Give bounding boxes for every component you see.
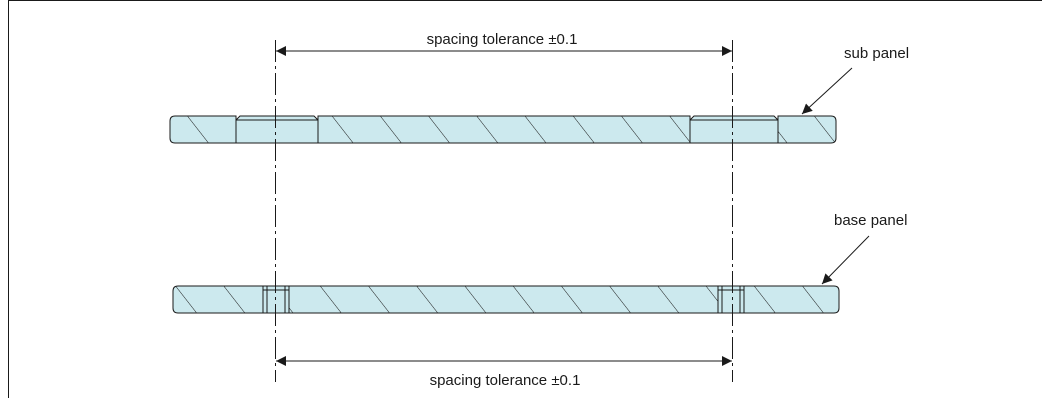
- sub-panel-leader: [801, 67, 853, 115]
- base-panel-label: base panel: [834, 212, 907, 229]
- top-dimension: spacing tolerance ±0.1: [276, 31, 732, 56]
- base-panel: [172, 285, 840, 314]
- base-panel-leader: [821, 235, 870, 285]
- frame-border: [8, 0, 1042, 398]
- sub-panel: [169, 115, 837, 144]
- centerlines: [275, 40, 733, 382]
- sub-panel-callout: sub panel: [801, 45, 909, 115]
- base-panel-callout: base panel: [821, 212, 907, 285]
- base-panel-pin-right: [717, 285, 745, 314]
- top-dimension-label: spacing tolerance ±0.1: [427, 31, 578, 48]
- bottom-dimension: spacing tolerance ±0.1: [276, 356, 732, 389]
- bottom-dimension-label: spacing tolerance ±0.1: [430, 372, 581, 389]
- sub-panel-label: sub panel: [844, 45, 909, 62]
